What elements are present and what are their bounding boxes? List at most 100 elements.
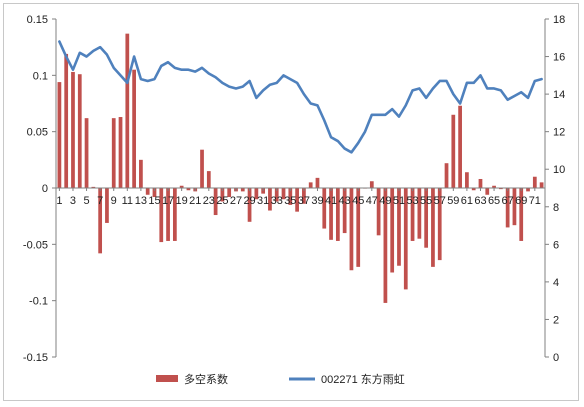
x-tick-label: 33 bbox=[271, 195, 283, 207]
x-tick-label: 43 bbox=[339, 195, 351, 207]
bar bbox=[376, 188, 381, 236]
right-tick-label: 10 bbox=[553, 164, 565, 176]
bar bbox=[166, 188, 170, 241]
x-tick-label: 15 bbox=[148, 195, 160, 207]
x-tick-label: 1 bbox=[56, 195, 62, 207]
legend: 多空系数 002271 东方雨虹 bbox=[156, 372, 405, 386]
bar bbox=[240, 188, 245, 192]
bar bbox=[105, 188, 109, 223]
x-tick-label: 55 bbox=[420, 195, 432, 207]
bar bbox=[471, 188, 476, 191]
left-tick-label: 0.15 bbox=[27, 14, 48, 26]
bar bbox=[152, 188, 157, 198]
x-tick-label: 57 bbox=[434, 195, 446, 207]
bar bbox=[91, 186, 96, 188]
right-tick-label: 6 bbox=[553, 239, 559, 251]
x-tick-label: 61 bbox=[461, 195, 473, 207]
bar bbox=[498, 188, 503, 190]
x-tick-label: 19 bbox=[176, 195, 188, 207]
bar bbox=[288, 188, 293, 205]
x-tick-label: 3 bbox=[70, 195, 76, 207]
price-line bbox=[58, 40, 543, 154]
bar bbox=[268, 188, 272, 211]
x-tick-label: 21 bbox=[189, 195, 201, 207]
bar bbox=[465, 172, 469, 188]
x-tick-label: 9 bbox=[111, 195, 117, 207]
x-tick-label: 17 bbox=[162, 195, 174, 207]
left-tick-label: -0.15 bbox=[23, 352, 48, 364]
bar bbox=[200, 149, 204, 188]
bar bbox=[159, 188, 164, 243]
bars-layer bbox=[57, 33, 544, 303]
bar bbox=[84, 118, 89, 188]
bar bbox=[179, 185, 184, 188]
bar bbox=[206, 171, 211, 188]
x-tick-label: 53 bbox=[406, 195, 418, 207]
right-tick-label: 0 bbox=[553, 352, 559, 364]
bar bbox=[539, 182, 544, 188]
bar bbox=[302, 188, 306, 204]
x-tick-label: 47 bbox=[366, 195, 378, 207]
bar bbox=[478, 178, 483, 188]
x-tick-label: 23 bbox=[203, 195, 215, 207]
bar bbox=[417, 188, 422, 239]
line-layer bbox=[58, 40, 543, 154]
bar bbox=[329, 188, 333, 240]
axes-layer bbox=[55, 19, 546, 357]
legend-bar-label: 多空系数 bbox=[184, 372, 228, 386]
ticks-layer: 0.150.10.050-0.05-0.1-0.1518161412108642… bbox=[23, 14, 565, 364]
left-tick-label: -0.05 bbox=[23, 239, 48, 251]
bar bbox=[186, 188, 191, 191]
bar bbox=[308, 182, 313, 188]
combo-chart: 0.150.10.050-0.05-0.1-0.1518161412108642… bbox=[23, 14, 565, 386]
right-tick-label: 18 bbox=[553, 14, 565, 26]
right-tick-label: 8 bbox=[553, 202, 559, 214]
x-tick-label: 63 bbox=[474, 195, 486, 207]
chart-frame: 0.15 0.1 0.05 0 -0.05 -0.1 -0.15 18 16 14 12 10 8 6 4 2… bbox=[3, 3, 579, 401]
right-tick-label: 14 bbox=[553, 89, 565, 101]
x-tick-label: 71 bbox=[529, 195, 541, 207]
right-tick-label: 16 bbox=[553, 52, 565, 64]
bar bbox=[111, 118, 116, 188]
x-tick-label: 59 bbox=[447, 195, 459, 207]
bar bbox=[254, 188, 259, 200]
right-tick-label: 2 bbox=[553, 314, 559, 326]
bar bbox=[315, 177, 320, 188]
bar bbox=[77, 74, 82, 188]
x-tick-label: 11 bbox=[122, 195, 133, 207]
bar bbox=[356, 188, 361, 267]
right-tick-label: 12 bbox=[553, 127, 565, 139]
bar bbox=[335, 188, 340, 241]
left-tick-label: 0.05 bbox=[27, 127, 48, 139]
bar bbox=[322, 188, 327, 229]
bar bbox=[247, 188, 252, 222]
bar bbox=[532, 176, 537, 188]
x-tick-label: 13 bbox=[135, 195, 147, 207]
bar bbox=[125, 33, 130, 189]
x-tick-label: 51 bbox=[393, 195, 405, 207]
bar bbox=[369, 181, 374, 188]
bar bbox=[512, 188, 517, 226]
x-tick-label: 45 bbox=[352, 195, 364, 207]
x-tick-label: 35 bbox=[284, 195, 296, 207]
bar bbox=[227, 188, 232, 198]
bar bbox=[295, 188, 299, 212]
bar bbox=[390, 188, 395, 273]
legend-bar-swatch bbox=[156, 375, 178, 382]
bar bbox=[172, 188, 177, 241]
right-tick-label: 4 bbox=[553, 277, 559, 289]
x-tick-label: 27 bbox=[230, 195, 242, 207]
bar bbox=[132, 69, 136, 188]
bar bbox=[437, 188, 442, 261]
bar bbox=[145, 188, 150, 195]
x-tick-label: 39 bbox=[311, 195, 323, 207]
bar bbox=[424, 188, 429, 248]
bar bbox=[526, 188, 530, 192]
bar bbox=[383, 188, 388, 303]
x-tick-label: 41 bbox=[325, 195, 337, 207]
bar bbox=[71, 71, 75, 188]
bar bbox=[139, 159, 143, 188]
left-tick-label: 0.1 bbox=[33, 70, 48, 82]
x-tick-label: 37 bbox=[298, 195, 310, 207]
x-tick-label: 31 bbox=[257, 195, 269, 207]
